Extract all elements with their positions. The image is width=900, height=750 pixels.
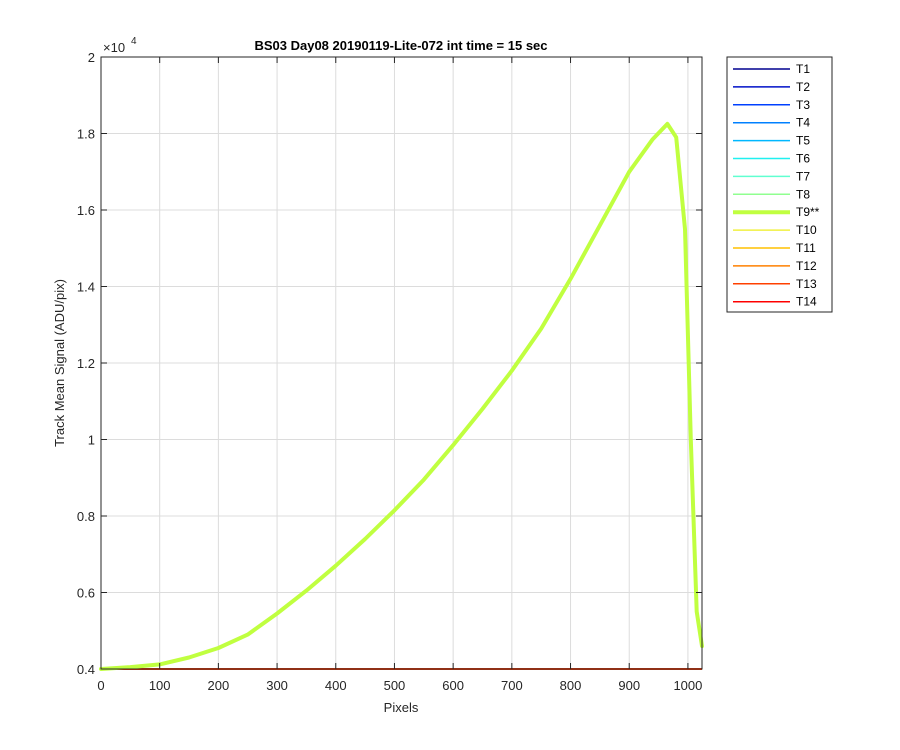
legend-box: [726, 56, 833, 313]
series-line-t9: [99, 121, 704, 671]
legend-label: T5: [796, 134, 810, 148]
y-tick-label: 0.4: [77, 662, 95, 677]
legend-label: T2: [796, 80, 810, 94]
legend-label: T9**: [796, 205, 820, 219]
x-tick-label: 600: [442, 678, 464, 693]
y-tick-label: 1.4: [77, 280, 95, 295]
legend-label: T10: [796, 223, 817, 237]
legend-label: T6: [796, 152, 810, 166]
y-axis-label: Track Mean Signal (ADU/pix): [52, 279, 67, 447]
legend-label: T12: [796, 259, 817, 273]
chart-title: BS03 Day08 20190119-Lite-072 int time = …: [254, 38, 547, 53]
main-series: [99, 121, 704, 671]
legend-label: T4: [796, 116, 810, 130]
y-tick-label: 2: [88, 50, 95, 65]
x-tick-label: 100: [149, 678, 171, 693]
legend: T1 T2 T3 T4 T5 T6 T7 T8 T9** T10 T11 T12 T13 T14: [726, 56, 833, 313]
x-tick-label: 0: [97, 678, 104, 693]
x-tick-label: 400: [325, 678, 347, 693]
y-tick-label: 0.8: [77, 509, 95, 524]
x-axis-label: Pixels: [384, 700, 419, 715]
x-tick-label: 200: [208, 678, 230, 693]
y-tick-label: 1: [88, 433, 95, 448]
legend-label: T3: [796, 98, 810, 112]
y-tick-label: 0.6: [77, 586, 95, 601]
y-ticks: 0.4 0.6 0.8 1 1.2 1.4 1.6 1.8 2: [77, 50, 702, 677]
x-tick-label: 1000: [673, 678, 702, 693]
y-tick-label: 1.2: [77, 356, 95, 371]
y-exponent: ×10 4: [103, 36, 137, 55]
legend-label: T7: [796, 169, 810, 183]
x-tick-label: 500: [384, 678, 406, 693]
y-tick-label: 1.6: [77, 203, 95, 218]
x-ticks: 0 100 200 300 400 500 600 700 800 900 1000: [97, 57, 702, 693]
legend-label: T1: [796, 62, 810, 76]
legend-label: T8: [796, 187, 810, 201]
x-tick-label: 300: [266, 678, 288, 693]
y-exponent-power: 4: [131, 36, 137, 47]
legend-label: T13: [796, 277, 817, 291]
x-tick-label: 800: [560, 678, 582, 693]
x-tick-label: 900: [618, 678, 640, 693]
legend-label: T14: [796, 295, 817, 309]
grid: [101, 57, 702, 669]
legend-label: T11: [796, 241, 816, 255]
x-tick-label: 700: [501, 678, 523, 693]
y-tick-label: 1.8: [77, 127, 95, 142]
y-exponent-base: ×10: [103, 40, 125, 55]
